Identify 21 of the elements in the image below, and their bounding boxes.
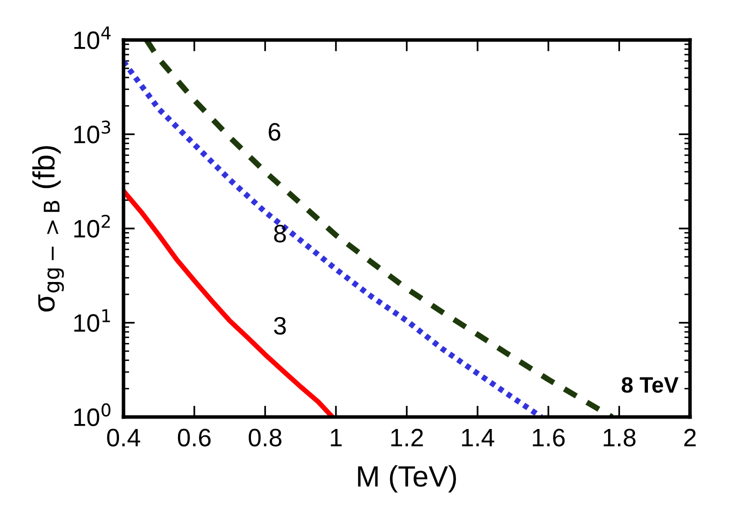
line-series	[124, 188, 335, 417]
y-tick-label: 10$^{1}$	[74, 309, 110, 332]
x-tick-label: 0.8	[248, 428, 282, 446]
x-tick-label: 1.2	[391, 428, 423, 446]
x-tick-label: 2	[684, 428, 696, 446]
y-tick-label: 10$^{4}$	[74, 26, 111, 50]
y-tick-label: 10$^{0}$	[74, 403, 110, 426]
series-label: 8	[274, 224, 286, 242]
x-tick-label: 1.4	[462, 429, 494, 446]
x-axis-title: M (TeV)	[358, 465, 456, 492]
y-tick-label: 10$^{3}$	[74, 120, 110, 144]
series-label: 3	[274, 316, 286, 335]
y-axis-title: σ$_{gg−>B}$ (fb)	[32, 146, 64, 312]
x-tick-label: 1.8	[604, 428, 636, 446]
x-tick-label: 1.6	[532, 428, 565, 446]
x-tick-label: 0.6	[178, 428, 211, 446]
x-tick-label: 0.4	[107, 428, 140, 446]
annotation: 8 TeV	[622, 377, 679, 393]
series-label: 6	[268, 123, 280, 141]
y-tick-label: 10$^{2}$	[74, 214, 110, 238]
x-tick-label: 1	[330, 429, 342, 446]
